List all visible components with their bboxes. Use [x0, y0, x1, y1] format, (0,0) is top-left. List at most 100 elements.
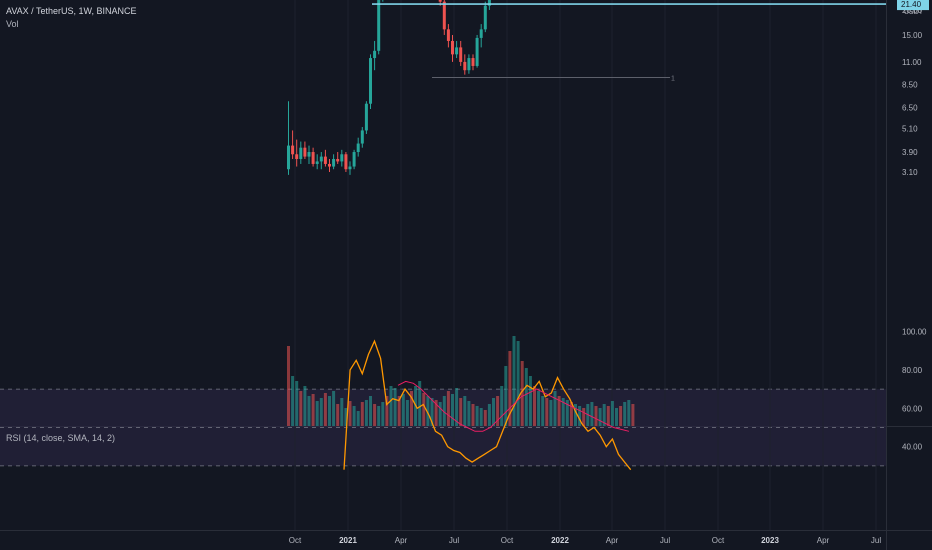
rsi-tick: 80.00: [902, 366, 923, 375]
volume-bar: [422, 393, 426, 426]
candle-body: [479, 29, 483, 38]
volume-bar: [528, 376, 532, 426]
volume-bar: [360, 402, 364, 426]
volume-bar: [619, 406, 623, 426]
volume-bar: [500, 386, 504, 426]
volume-bar: [569, 402, 573, 426]
volume-bar: [455, 388, 459, 426]
volume-bar: [418, 381, 422, 426]
candle-body: [463, 61, 467, 71]
candle-body: [442, 1, 446, 30]
support-price-value: 21.40: [901, 0, 922, 9]
time-tick: 2021: [339, 536, 357, 545]
volume-legend[interactable]: Vol: [6, 19, 19, 29]
time-tick: Oct: [289, 536, 302, 545]
time-tick: Oct: [501, 536, 514, 545]
volume-bar: [303, 386, 307, 426]
candle-body: [356, 143, 360, 153]
volume-bar: [541, 396, 545, 426]
candle-body: [348, 166, 352, 170]
volume-bar: [438, 402, 442, 426]
candle-body: [369, 58, 372, 104]
volume-bar: [549, 400, 553, 426]
volume-bar: [479, 408, 483, 426]
volume-bar: [475, 406, 479, 426]
volume-bar: [582, 408, 586, 426]
volume-bar: [483, 410, 487, 426]
volume-bar: [340, 398, 344, 426]
rsi-tick: 60.00: [902, 404, 923, 413]
candle-body: [446, 29, 450, 41]
volume-bar: [426, 396, 430, 426]
candle-body: [328, 163, 331, 167]
candle-body: [483, 5, 487, 30]
candle-body: [451, 40, 454, 55]
currency-label: USDT: [904, 9, 924, 16]
volume-bar: [307, 396, 311, 426]
volume-bar: [434, 400, 438, 426]
candle-body: [455, 47, 459, 55]
volume-bar: [446, 391, 450, 426]
rsi-tick: 100.00: [902, 328, 927, 337]
volume-bar: [524, 368, 528, 426]
volume-bar: [385, 396, 389, 426]
rsi-line: [343, 339, 632, 471]
volume-bar: [574, 404, 577, 426]
volume-bar: [623, 402, 627, 426]
rsi-legend[interactable]: RSI (14, close, SMA, 14, 2): [6, 433, 116, 443]
volume-bar: [487, 404, 491, 426]
candle-body: [340, 154, 344, 162]
volume-bar: [598, 408, 602, 426]
price-tick: 5.10: [902, 125, 918, 134]
rsi-ma-line: [397, 380, 630, 432]
volume-bar: [590, 402, 594, 426]
volume-bar: [401, 394, 405, 426]
volume-bar: [557, 396, 561, 426]
price-axis-border: [886, 0, 887, 550]
candle-body: [364, 103, 368, 131]
volume-bar: [430, 398, 434, 426]
candle-body: [352, 152, 356, 167]
candle-body: [344, 154, 348, 170]
volume-bar: [442, 396, 446, 426]
time-tick: 2022: [551, 536, 569, 545]
volume-bar: [467, 401, 471, 426]
volume-bar: [606, 406, 610, 426]
volume-bar: [561, 398, 565, 426]
candle-body: [332, 158, 336, 167]
volume-bar: [553, 391, 557, 426]
volume-bar: [393, 388, 397, 426]
volume-bar: [627, 400, 631, 426]
volume-bar: [410, 391, 413, 426]
volume-bar: [492, 398, 495, 426]
volume-bar: [520, 361, 524, 426]
candle-body: [360, 130, 364, 144]
candle-body: [295, 154, 299, 159]
candle-body: [475, 37, 479, 66]
time-tick: Jul: [449, 536, 459, 545]
price-tick: 3.10: [902, 168, 918, 177]
volume-bar: [471, 404, 475, 426]
volume-bar: [451, 394, 454, 426]
volume-bar: [356, 411, 360, 426]
fib-label-1: 1: [671, 75, 675, 82]
volume-bar: [508, 351, 512, 426]
volume-bar: [631, 404, 635, 426]
volume-bar: [299, 391, 303, 426]
volume-bar: [328, 396, 331, 426]
candle-body: [373, 50, 377, 59]
volume-bar: [565, 400, 569, 426]
time-tick: Apr: [817, 536, 830, 545]
time-tick: Oct: [712, 536, 725, 545]
symbol-legend[interactable]: AVAX / TetherUS, 1W, BINANCE: [6, 6, 137, 16]
candle-body: [315, 161, 319, 164]
volume-bar: [295, 381, 299, 426]
volume-bar: [397, 396, 401, 426]
volume-bar: [369, 396, 372, 426]
volume-bar: [537, 391, 541, 426]
candle-body: [307, 152, 311, 157]
volume-bar: [545, 398, 549, 426]
volume-bar: [364, 400, 368, 426]
